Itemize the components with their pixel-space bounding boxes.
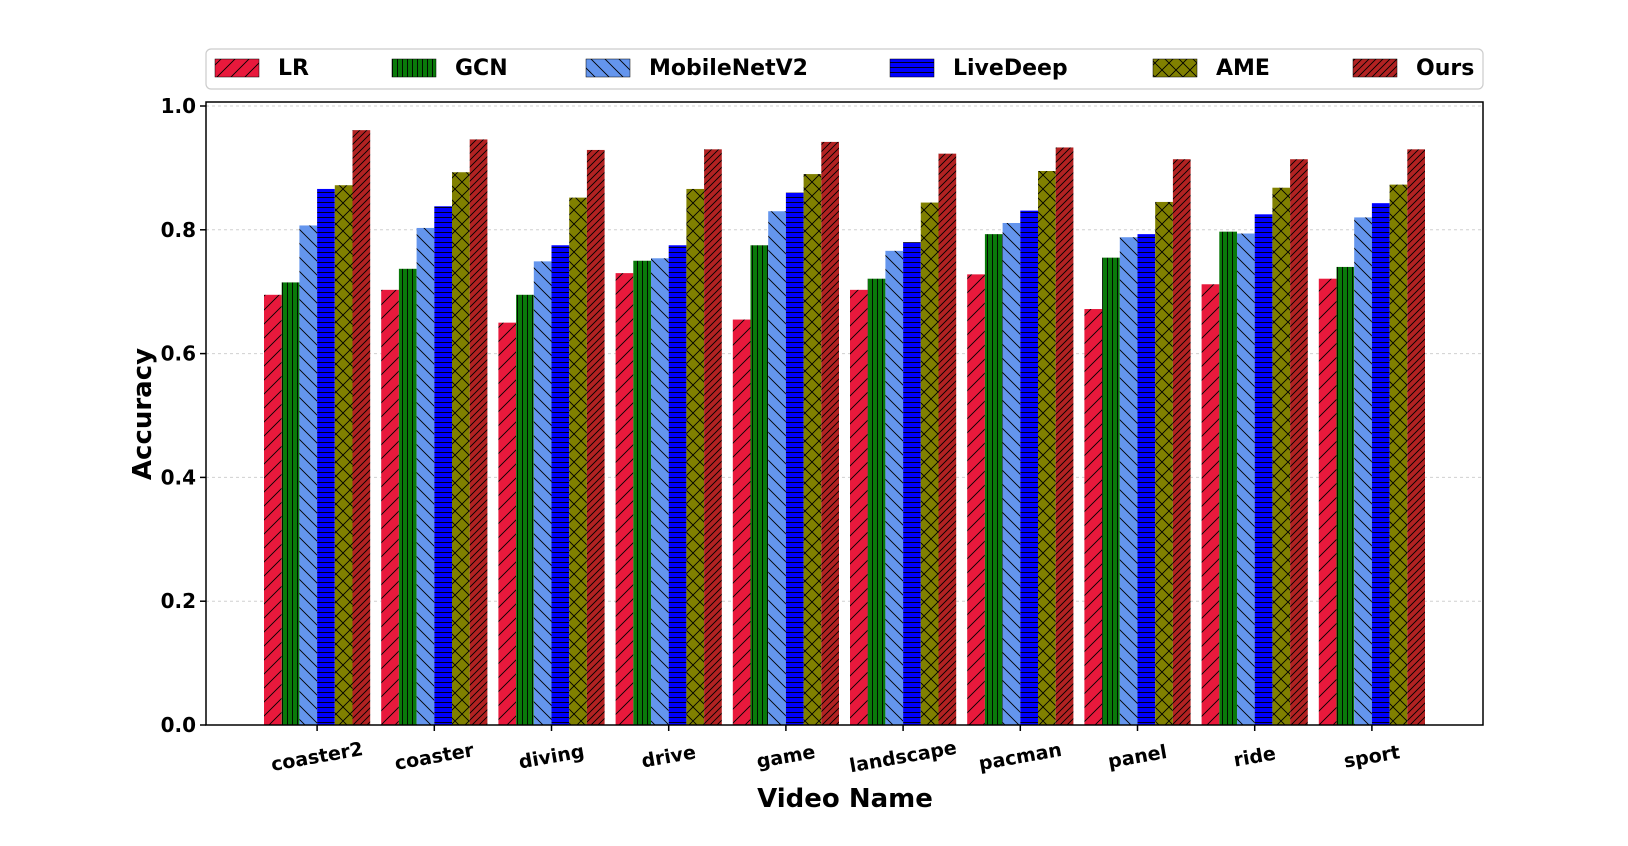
x-tick-label: game <box>755 741 817 773</box>
bar-mobilenetv2-game <box>768 211 786 726</box>
bar-gcn-landscape <box>867 278 886 725</box>
x-tick-label: diving <box>517 740 586 773</box>
bar-ame-ride <box>1272 187 1291 725</box>
x-tick-label: panel <box>1106 741 1168 773</box>
bar-mobilenetv2-ride <box>1237 233 1255 726</box>
bar-ame-diving <box>569 197 587 725</box>
x-axis-title: Video Name <box>757 784 933 814</box>
bar-mobilenetv2-drive <box>651 258 669 725</box>
bar-livedeep-coaster2 <box>317 188 335 726</box>
legend-label-lr: LR <box>278 56 309 81</box>
bar-livedeep-game <box>785 192 804 725</box>
bar-lr-ride <box>1201 284 1220 725</box>
bar-ours-landscape <box>938 153 957 726</box>
bar-livedeep-sport <box>1371 203 1390 726</box>
bar-ours-ride <box>1290 159 1308 725</box>
x-axis: coaster2 coaster diving drive game landscape p… <box>269 725 1402 777</box>
bar-mobilenetv2-landscape <box>885 250 904 725</box>
bar-mobilenetv2-panel <box>1119 237 1138 725</box>
y-axis-title: Accuracy <box>128 348 158 480</box>
bar-ame-coaster <box>452 172 470 725</box>
bar-ours-panel <box>1172 159 1191 725</box>
bar-ame-landscape <box>920 202 939 726</box>
legend-label-mobilenetv2: MobileNetV2 <box>649 56 808 81</box>
y-tick-label: 0.2 <box>161 589 196 613</box>
legend-label-livedeep: LiveDeep <box>953 56 1068 81</box>
bar-gcn-coaster2 <box>281 282 300 725</box>
y-tick-label: 0.0 <box>161 713 196 737</box>
bar-ame-sport <box>1389 184 1408 725</box>
bar-lr-pacman <box>967 274 985 725</box>
bar-mobilenetv2-diving <box>533 261 552 725</box>
legend: LR GCN MobileNetV2 LiveDeep AME Ours <box>205 48 1484 90</box>
y-tick-label: 0.4 <box>161 465 196 489</box>
legend-swatch-mobilenetv2 <box>585 58 631 78</box>
bar-gcn-sport <box>1336 266 1355 725</box>
bar-ours-coaster <box>469 139 488 725</box>
bar-lr-coaster2 <box>264 294 282 725</box>
legend-swatch-ours <box>1352 58 1398 78</box>
bar-livedeep-diving <box>551 245 570 725</box>
plot-frame <box>205 101 1484 726</box>
bar-ours-coaster2 <box>352 130 371 726</box>
bar-ame-game <box>803 174 822 726</box>
bar-mobilenetv2-coaster <box>416 227 435 725</box>
bars <box>264 130 1425 726</box>
bar-mobilenetv2-pacman <box>1002 222 1021 725</box>
legend-swatch-lr <box>214 58 260 78</box>
bar-ame-panel <box>1155 201 1173 725</box>
legend-label-gcn: GCN <box>455 56 508 81</box>
bar-gcn-panel <box>1102 257 1120 725</box>
bar-lr-game <box>732 319 751 725</box>
bar-ame-pacman <box>1038 170 1056 725</box>
legend-swatch-gcn <box>391 58 437 78</box>
bar-ours-drive <box>704 149 722 725</box>
bar-gcn-coaster <box>398 268 417 725</box>
x-tick-label: ride <box>1232 742 1278 771</box>
bar-lr-landscape <box>850 289 868 725</box>
x-tick-label: landscape <box>848 737 959 777</box>
bar-ours-pacman <box>1055 147 1074 725</box>
bar-mobilenetv2-coaster2 <box>299 225 318 726</box>
bar-ame-drive <box>686 188 705 726</box>
y-tick-label: 0.6 <box>161 342 196 366</box>
legend-label-ame: AME <box>1216 56 1270 81</box>
bar-livedeep-pacman <box>1020 210 1038 726</box>
bar-ours-diving <box>586 149 605 726</box>
bar-livedeep-landscape <box>903 242 921 725</box>
bar-lr-drive <box>615 273 634 725</box>
y-tick-label: 0.8 <box>161 218 196 242</box>
bar-livedeep-coaster <box>434 206 452 725</box>
bar-gcn-ride <box>1219 231 1237 726</box>
bar-gcn-drive <box>633 260 651 725</box>
bar-lr-coaster <box>381 289 399 725</box>
legend-label-ours: Ours <box>1416 56 1474 81</box>
bar-lr-panel <box>1084 309 1103 725</box>
x-tick-label: coaster2 <box>269 738 364 776</box>
bar-lr-diving <box>498 322 517 725</box>
x-tick-label: coaster <box>393 739 476 775</box>
x-tick-label: pacman <box>977 739 1063 775</box>
bar-livedeep-ride <box>1254 214 1273 725</box>
bar-gcn-pacman <box>984 234 1003 725</box>
x-tick-label: sport <box>1342 741 1401 772</box>
bar-ame-coaster2 <box>334 185 353 725</box>
bar-gcn-diving <box>516 294 534 725</box>
bar-mobilenetv2-sport <box>1354 217 1372 726</box>
legend-swatch-ame <box>1152 58 1198 78</box>
legend-swatch-livedeep <box>889 58 935 78</box>
y-axis: 0.0 0.2 0.4 0.6 0.8 1.0 <box>161 94 206 737</box>
bar-ours-game <box>821 141 839 726</box>
bar-livedeep-drive <box>668 245 687 725</box>
bar-livedeep-panel <box>1137 234 1156 725</box>
bar-ours-sport <box>1407 149 1425 725</box>
bar-gcn-game <box>750 245 769 725</box>
bar-lr-sport <box>1318 278 1337 725</box>
y-tick-label: 1.0 <box>161 94 196 118</box>
x-tick-label: drive <box>640 741 698 772</box>
